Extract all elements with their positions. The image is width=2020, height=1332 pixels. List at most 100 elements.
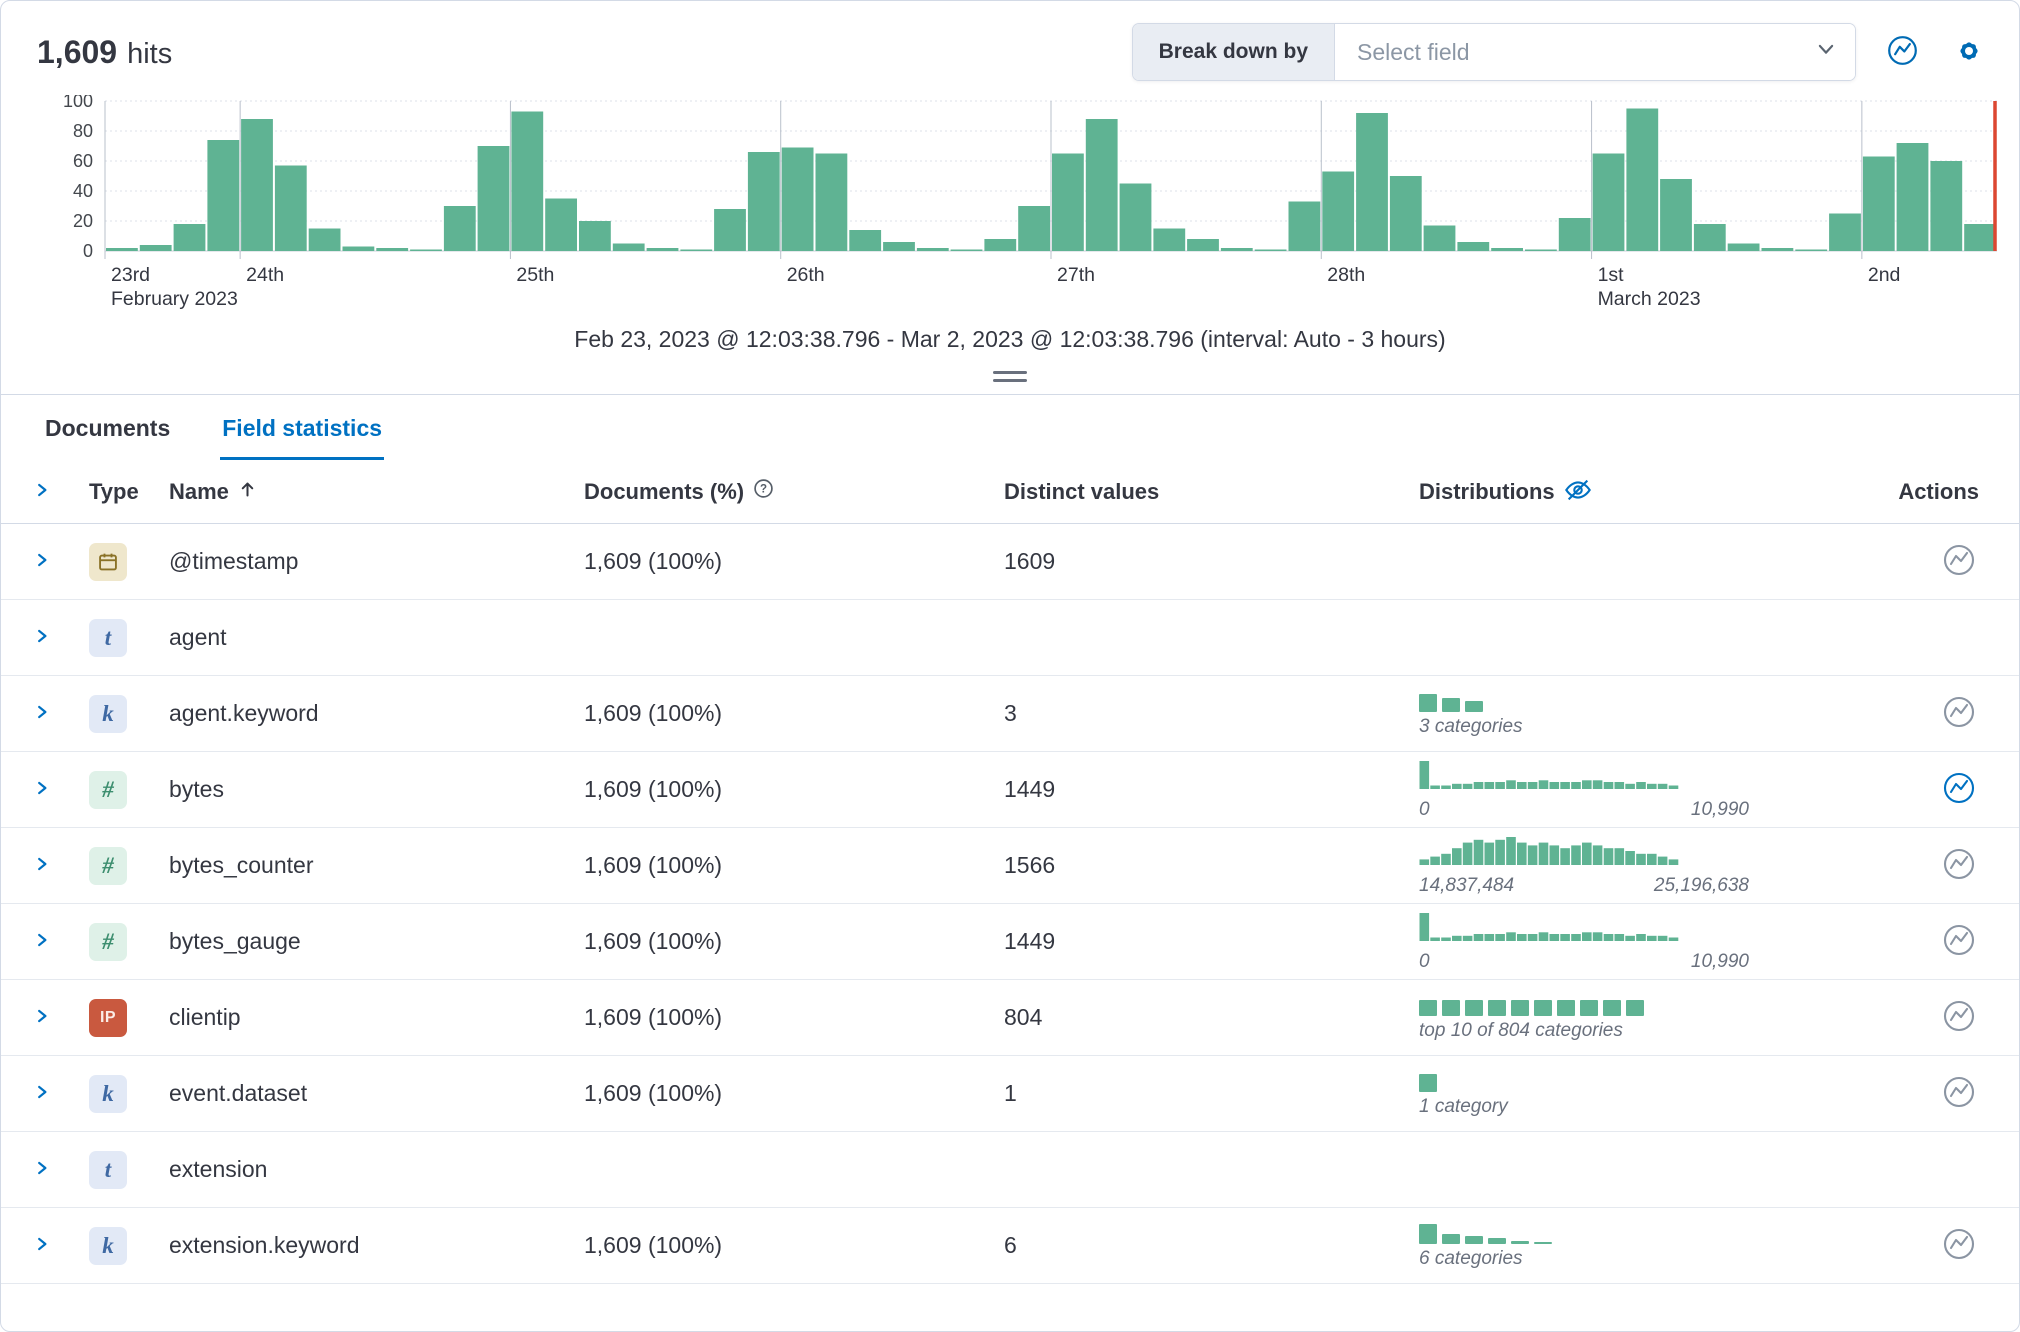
field-type-icon-number: # xyxy=(89,771,127,809)
table-row: # bytes_counter 1,609 (100%) 1566 14,837… xyxy=(1,828,2019,904)
distribution-cell: 14,837,484 25,196,638 xyxy=(1419,835,1864,897)
chevron-right-icon xyxy=(33,551,51,572)
field-name: extension xyxy=(169,1156,584,1183)
eye-closed-icon xyxy=(1564,476,1592,507)
field-stats-action-button[interactable] xyxy=(1941,1226,1977,1265)
expand-row-button[interactable] xyxy=(31,1081,53,1106)
breakdown-label: Break down by xyxy=(1133,24,1335,80)
table-row: k extension.keyword 1,609 (100%) 6 6 cat… xyxy=(1,1208,2019,1284)
breakdown-select[interactable]: Select field xyxy=(1335,24,1855,80)
svg-text:0: 0 xyxy=(83,241,93,261)
col-documents-label: Documents (%) xyxy=(584,479,744,505)
help-icon[interactable]: ? xyxy=(753,478,774,505)
chart-toolbar: 1,609 hits Break down by Select field xyxy=(1,1,2019,87)
field-name: extension.keyword xyxy=(169,1232,584,1259)
documents-percent: 1,609 (100%) xyxy=(584,1080,1004,1107)
field-stats-action-button[interactable] xyxy=(1941,770,1977,809)
distribution-label: 1 category xyxy=(1419,1096,1864,1118)
category-distribution-bars xyxy=(1419,1070,1864,1092)
chart-options-button[interactable] xyxy=(1882,30,1923,74)
field-stats-action-button[interactable] xyxy=(1941,1074,1977,1113)
field-stats-action-button[interactable] xyxy=(1941,998,1977,1037)
expand-row-button[interactable] xyxy=(31,1233,53,1258)
chevron-right-icon xyxy=(33,931,51,952)
svg-text:27th: 27th xyxy=(1057,264,1095,286)
distribution-max-label: 25,196,638 xyxy=(1654,875,1749,897)
distinct-values: 1449 xyxy=(1004,776,1419,803)
expand-row-button[interactable] xyxy=(31,549,53,574)
category-distribution-bars xyxy=(1419,994,1864,1016)
svg-text:2nd: 2nd xyxy=(1868,264,1901,286)
documents-percent: 1,609 (100%) xyxy=(584,1004,1004,1031)
field-type-icon-keyword: k xyxy=(89,1075,127,1113)
distribution-cell: 6 categories xyxy=(1419,1222,1864,1270)
expand-row-button[interactable] xyxy=(31,701,53,726)
field-name: bytes_counter xyxy=(169,852,584,879)
field-type-icon-date xyxy=(89,543,127,581)
svg-text:1st: 1st xyxy=(1598,264,1625,286)
distribution-range-labels: 010,990 xyxy=(1419,799,1749,821)
expand-row-button[interactable] xyxy=(31,625,53,650)
breakdown-control: Break down by Select field xyxy=(1132,23,1856,81)
chevron-down-icon xyxy=(1815,38,1837,66)
svg-text:80: 80 xyxy=(73,121,93,141)
svg-text:60: 60 xyxy=(73,151,93,171)
distinct-values: 1566 xyxy=(1004,852,1419,879)
field-name: agent xyxy=(169,624,584,651)
category-distribution-bars xyxy=(1419,1222,1864,1244)
field-statistics-icon xyxy=(1941,846,1977,885)
distribution-cell: 0 10,990 xyxy=(1419,911,1864,973)
documents-percent: 1,609 (100%) xyxy=(584,700,1004,727)
panel-resize-handle[interactable] xyxy=(993,371,1027,382)
field-type-icon-text: t xyxy=(89,619,127,657)
distribution-min-label: 0 xyxy=(1419,951,1430,973)
distribution-cell: 1 category xyxy=(1419,1070,1864,1118)
field-statistics-icon xyxy=(1941,1074,1977,1113)
table-row: k agent.keyword 1,609 (100%) 3 3 categor… xyxy=(1,676,2019,752)
field-type-icon-keyword: k xyxy=(89,1227,127,1265)
chevron-right-icon xyxy=(33,481,51,502)
table-row: @timestamp 1,609 (100%) 1609 xyxy=(1,524,2019,600)
expand-row-button[interactable] xyxy=(31,1005,53,1030)
tab-field-statistics[interactable]: Field statistics xyxy=(220,415,384,460)
hits-histogram[interactable]: 02040608010023rdFebruary 202324th25th26t… xyxy=(1,87,2019,314)
numeric-distribution-sparkline xyxy=(1419,759,1864,795)
col-type-label: Type xyxy=(89,479,139,505)
tab-documents[interactable]: Documents xyxy=(43,415,172,460)
svg-text:40: 40 xyxy=(73,181,93,201)
tab-bar: Documents Field statistics xyxy=(1,395,2019,460)
distinct-values: 6 xyxy=(1004,1232,1419,1259)
expand-row-button[interactable] xyxy=(31,1157,53,1182)
col-distributions-label: Distributions xyxy=(1419,479,1555,505)
toggle-distributions-button[interactable] xyxy=(1564,476,1592,507)
distribution-label: 3 categories xyxy=(1419,716,1864,738)
field-rows: @timestamp 1,609 (100%) 1609 t agent xyxy=(1,524,2019,1284)
expand-row-button[interactable] xyxy=(31,853,53,878)
field-type-icon-ip: IP xyxy=(89,999,127,1037)
svg-text:24th: 24th xyxy=(246,264,284,286)
distribution-range-labels: 0 10,990 xyxy=(1419,951,1749,973)
expand-row-button[interactable] xyxy=(31,777,53,802)
field-stats-action-button[interactable] xyxy=(1941,694,1977,733)
svg-text:March 2023: March 2023 xyxy=(1598,288,1701,309)
settings-button[interactable] xyxy=(1949,31,1989,74)
chevron-right-icon xyxy=(33,1007,51,1028)
chevron-right-icon xyxy=(33,1235,51,1256)
expand-all-chevron[interactable] xyxy=(31,479,53,504)
field-statistics-page: 1,609 hits Break down by Select field xyxy=(0,0,2020,1332)
distribution-max-label: 10,990 xyxy=(1691,951,1749,973)
distribution-min-label: 14,837,484 xyxy=(1419,875,1514,897)
field-name: event.dataset xyxy=(169,1080,584,1107)
hits-value: 1,609 xyxy=(37,34,117,71)
expand-row-button[interactable] xyxy=(31,929,53,954)
field-stats-action-button[interactable] xyxy=(1941,846,1977,885)
field-name: agent.keyword xyxy=(169,700,584,727)
documents-percent: 1,609 (100%) xyxy=(584,852,1004,879)
field-statistics-icon xyxy=(1941,694,1977,733)
field-stats-action-button[interactable] xyxy=(1941,542,1977,581)
chevron-right-icon xyxy=(33,627,51,648)
table-row: t agent xyxy=(1,600,2019,676)
table-row: k event.dataset 1,609 (100%) 1 1 categor… xyxy=(1,1056,2019,1132)
sort-ascending-icon[interactable] xyxy=(238,479,257,505)
field-stats-action-button[interactable] xyxy=(1941,922,1977,961)
